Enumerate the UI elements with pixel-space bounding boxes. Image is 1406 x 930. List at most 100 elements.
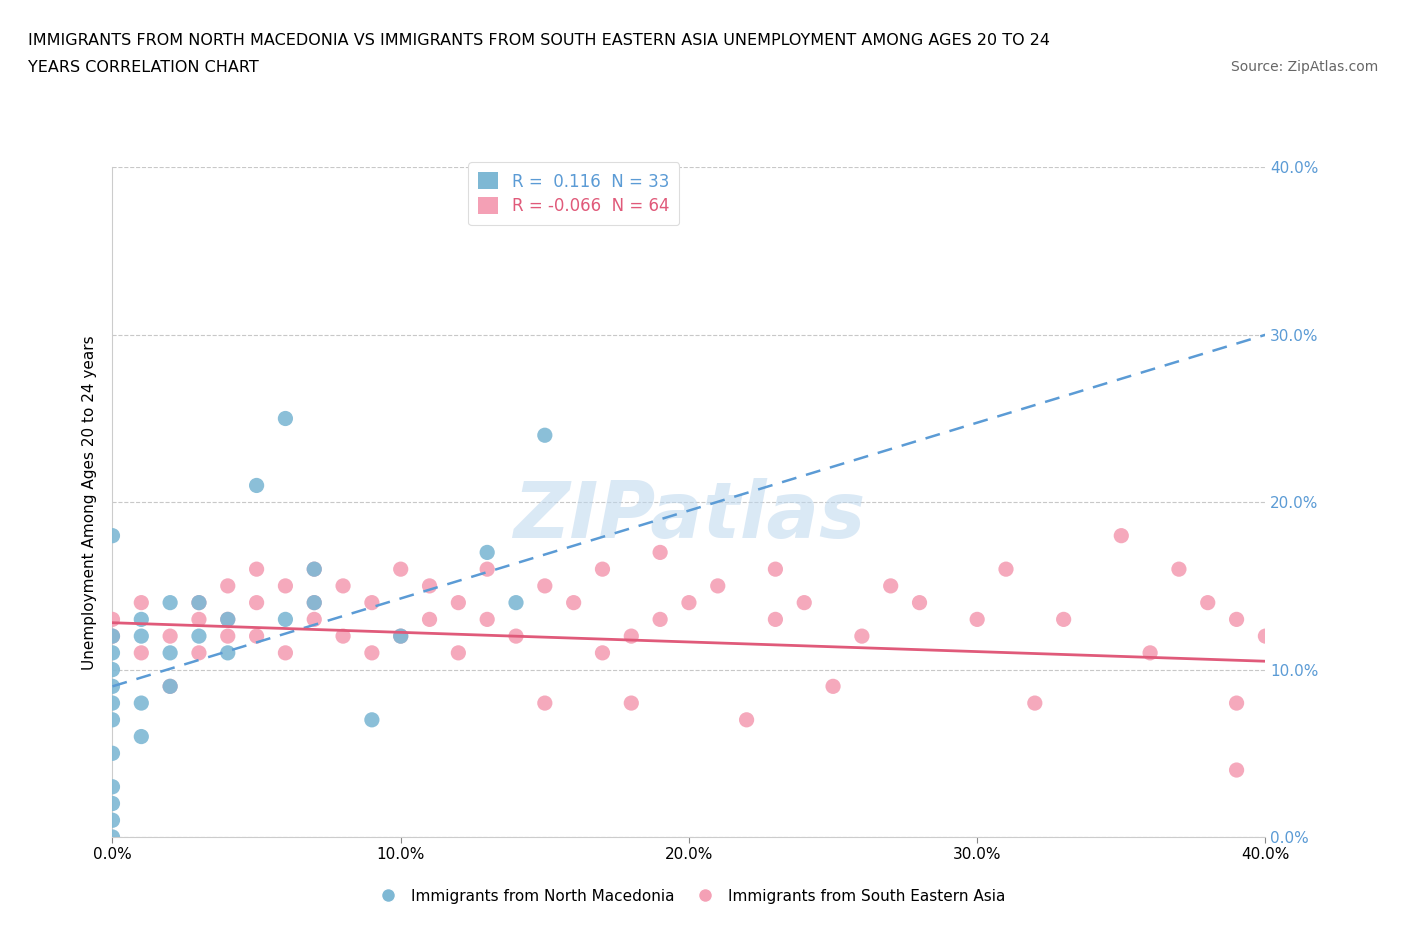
Point [159,595,181,610]
Text: ZIPatlas: ZIPatlas [513,478,865,553]
Point [1024,696,1046,711]
Point [304,562,326,577]
Point [505,629,527,644]
Point [389,629,412,644]
Point [648,612,672,627]
Point [475,562,498,577]
Point [1167,562,1189,577]
Text: YEARS CORRELATION CHART: YEARS CORRELATION CHART [28,60,259,75]
Point [765,612,787,627]
Point [129,696,153,711]
Point [101,779,124,794]
Point [995,562,1018,577]
Point [360,595,382,610]
Point [620,696,643,711]
Point [908,595,931,610]
Point [188,645,211,660]
Point [188,612,211,627]
Point [101,679,124,694]
Point [101,813,124,828]
Point [821,679,844,694]
Point [851,629,873,644]
Point [447,645,470,660]
Point [419,578,441,593]
Point [332,578,354,593]
Point [101,528,124,543]
Point [389,629,412,644]
Point [101,612,124,627]
Point [217,645,239,660]
Y-axis label: Unemployment Among Ages 20 to 24 years: Unemployment Among Ages 20 to 24 years [82,335,97,670]
Point [129,612,153,627]
Point [101,662,124,677]
Point [129,729,153,744]
Point [129,645,153,660]
Text: IMMIGRANTS FROM NORTH MACEDONIA VS IMMIGRANTS FROM SOUTH EASTERN ASIA UNEMPLOYME: IMMIGRANTS FROM NORTH MACEDONIA VS IMMIG… [28,33,1050,47]
Point [129,629,153,644]
Point [304,595,326,610]
Point [592,645,614,660]
Point [562,595,585,610]
Point [245,478,267,493]
Point [101,696,124,711]
Point [101,629,124,644]
Point [966,612,988,627]
Point [447,595,470,610]
Point [274,578,297,593]
Point [735,712,758,727]
Point [159,679,181,694]
Point [245,595,267,610]
Point [274,612,297,627]
Point [533,578,555,593]
Point [793,595,815,610]
Point [1226,763,1249,777]
Point [419,612,441,627]
Point [245,629,267,644]
Point [1052,612,1074,627]
Point [592,562,614,577]
Point [159,679,181,694]
Point [188,629,211,644]
Point [360,712,382,727]
Point [1226,612,1249,627]
Point [505,595,527,610]
Point [389,562,412,577]
Point [101,746,124,761]
Point [159,629,181,644]
Point [188,595,211,610]
Point [332,629,354,644]
Point [1139,645,1161,660]
Point [101,830,124,844]
Point [217,612,239,627]
Point [159,645,181,660]
Point [101,712,124,727]
Legend: Immigrants from North Macedonia, Immigrants from South Eastern Asia: Immigrants from North Macedonia, Immigra… [367,883,1011,910]
Point [129,595,153,610]
Point [304,612,326,627]
Point [706,578,728,593]
Point [880,578,903,593]
Point [533,428,555,443]
Point [245,562,267,577]
Point [620,629,643,644]
Point [765,562,787,577]
Point [475,545,498,560]
Point [304,562,326,577]
Point [101,645,124,660]
Point [304,595,326,610]
Point [1197,595,1219,610]
Point [1111,528,1133,543]
Point [533,696,555,711]
Point [217,612,239,627]
Point [217,629,239,644]
Point [678,595,700,610]
Point [101,796,124,811]
Point [274,645,297,660]
Point [274,411,297,426]
Point [360,645,382,660]
Point [1254,629,1277,644]
Point [1226,696,1249,711]
Point [188,595,211,610]
Point [101,629,124,644]
Point [475,612,498,627]
